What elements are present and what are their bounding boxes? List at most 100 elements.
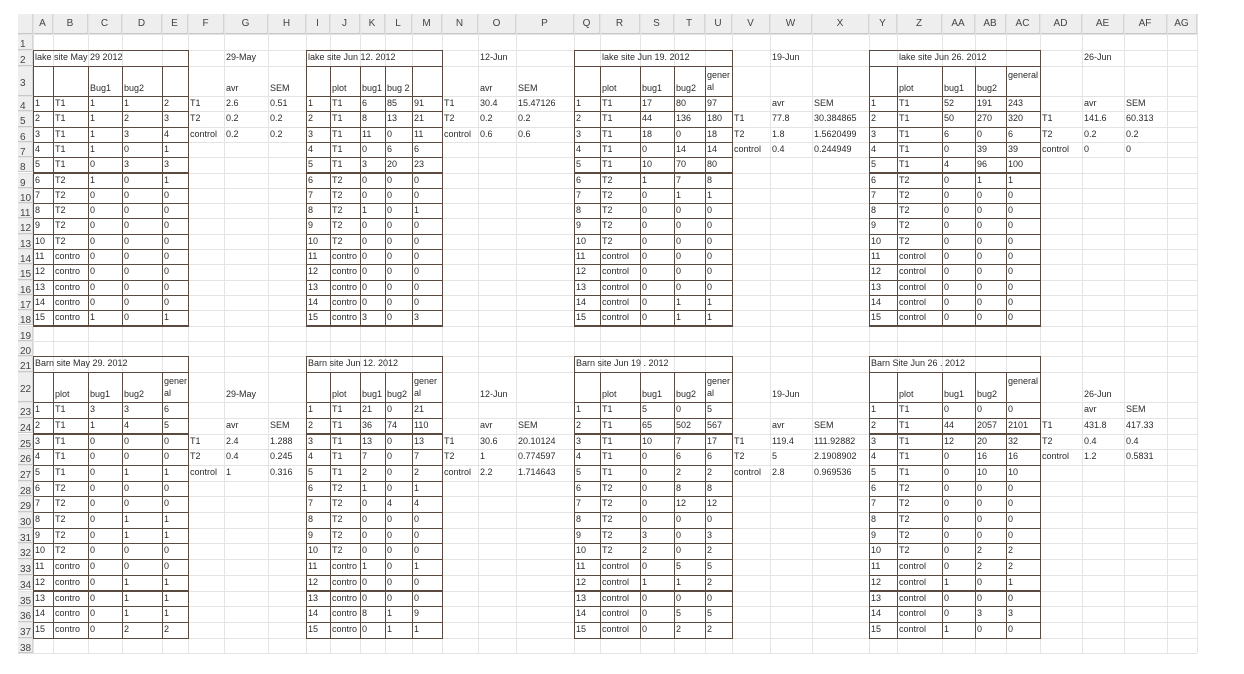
cell: 0 — [164, 220, 170, 231]
cell: contro — [332, 312, 358, 323]
column-header: L — [385, 14, 412, 34]
cell: 1 — [308, 98, 314, 108]
cell: T2 — [899, 514, 910, 524]
cell: 0 — [362, 529, 368, 540]
cell: 12 — [576, 576, 587, 587]
cell-border — [705, 310, 733, 327]
cell: 9 — [35, 220, 41, 231]
cell: 0 — [387, 561, 393, 572]
cell: bug1 — [362, 83, 383, 93]
cell: 8 — [576, 514, 582, 524]
cell: 1 — [124, 592, 130, 603]
cell: 1 — [387, 623, 393, 634]
cell: 0.2 — [226, 128, 239, 139]
cell: 1 — [944, 576, 950, 587]
cell: avr — [772, 98, 785, 108]
cell: 5 — [871, 466, 877, 477]
cell-border — [412, 310, 443, 327]
cell: 5 — [308, 466, 314, 477]
cell: 1 — [676, 312, 682, 323]
cell: 5 — [707, 404, 713, 415]
cell: contro — [55, 266, 81, 277]
cell: 2 — [35, 419, 41, 430]
grid-line — [478, 14, 479, 654]
cell: plot — [602, 83, 617, 93]
cell: general — [707, 70, 731, 92]
cell: 36 — [362, 419, 373, 430]
row-header: 29 — [18, 496, 33, 512]
cell-border — [869, 372, 898, 404]
cell: 3 — [308, 128, 314, 139]
cell: 141.6 — [1084, 113, 1107, 124]
grid-line — [442, 14, 443, 654]
cell: 0 — [362, 623, 368, 634]
cell: 96 — [977, 159, 988, 170]
cell: 0 — [164, 561, 170, 572]
cell: avr — [1084, 404, 1097, 415]
cell: contro — [55, 576, 81, 587]
cell: 0 — [387, 251, 393, 261]
cell: avr — [226, 83, 239, 93]
cell: T1 — [55, 159, 66, 170]
grid-line — [224, 14, 225, 654]
cell: 1 — [707, 189, 713, 200]
cell: 1 — [944, 623, 950, 634]
cell: 0 — [90, 251, 96, 261]
cell: 3 — [1008, 608, 1014, 619]
cell: 0 — [944, 545, 950, 556]
cell: 1 — [576, 404, 582, 415]
cell: 0 — [387, 529, 393, 540]
cell: 1 — [164, 312, 170, 323]
cell: 0 — [124, 251, 130, 261]
cell: 10 — [1008, 466, 1019, 477]
cell: control — [1042, 451, 1070, 462]
cell: 0 — [1008, 205, 1014, 216]
cell: general — [164, 376, 188, 399]
cell: 7 — [676, 435, 682, 446]
cell: 80 — [707, 159, 718, 170]
grid-line — [516, 14, 517, 654]
cell: contro — [332, 281, 358, 292]
cell: T1 — [602, 143, 613, 154]
cell: 0 — [387, 312, 393, 323]
cell: 0 — [944, 251, 950, 261]
cell: T2 — [899, 498, 910, 509]
cell: T2 — [602, 235, 613, 246]
grid-line — [674, 14, 675, 654]
cell: 4 — [387, 498, 393, 509]
cell: 0 — [676, 404, 682, 415]
cell: 0 — [1008, 235, 1014, 246]
cell: 1 — [35, 404, 41, 415]
grid-line — [705, 14, 706, 654]
cell: 2 — [124, 113, 130, 124]
cell-border — [574, 372, 601, 404]
cell: 32 — [1008, 435, 1019, 446]
cell: 2 — [414, 466, 420, 477]
column-header: A — [33, 14, 53, 34]
cell: 0 — [642, 608, 648, 619]
cell: 0 — [414, 189, 420, 200]
cell: contro — [332, 251, 358, 261]
cell: 9 — [871, 529, 877, 540]
cell: 0 — [1008, 623, 1014, 634]
cell: 7 — [576, 498, 582, 509]
cell: 0 — [944, 451, 950, 462]
cell: 0 — [164, 296, 170, 307]
cell: 4 — [944, 159, 950, 170]
cell: 26-Jun — [1084, 389, 1112, 400]
cell: 2 — [124, 623, 130, 634]
cell: 1 — [90, 113, 96, 124]
cell: control — [602, 561, 630, 572]
grid-line — [812, 14, 813, 654]
cell: 0 — [642, 143, 648, 154]
cell: 2 — [707, 466, 713, 477]
cell: T1 — [332, 404, 343, 415]
cell: 9 — [35, 529, 41, 540]
cell-border — [412, 66, 443, 97]
cell: 1 — [387, 608, 393, 619]
cell: T1 — [899, 159, 910, 170]
cell: 2 — [576, 113, 582, 124]
cell: T1 — [602, 128, 613, 139]
cell: 10 — [576, 235, 587, 246]
cell: T2 — [444, 451, 455, 462]
